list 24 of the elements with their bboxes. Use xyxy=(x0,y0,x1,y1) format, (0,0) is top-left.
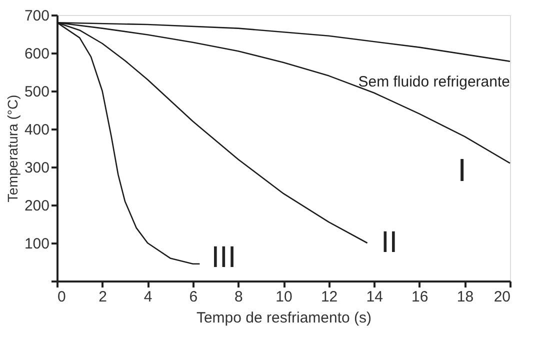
y-tick-label: 200 xyxy=(24,198,50,214)
x-tick-label: 6 xyxy=(189,288,198,306)
y-tick-label: 300 xyxy=(24,160,50,176)
y-tick-label: 500 xyxy=(24,84,50,100)
y-tick-label: 100 xyxy=(24,236,50,252)
x-tick-label: 10 xyxy=(276,288,292,306)
series-label: I xyxy=(458,152,466,188)
y-tick-label: 600 xyxy=(24,46,50,62)
y-axis-title: Temperatura (°C) xyxy=(4,94,20,202)
y-tick-label: 400 xyxy=(24,122,50,138)
series-label: III xyxy=(211,240,236,274)
series-label: Sem fluido refrigerante xyxy=(358,73,510,90)
x-axis-title: Tempo de resfriamento (s) xyxy=(196,310,372,326)
x-tick-label: 20 xyxy=(494,288,510,306)
x-tick-label: 18 xyxy=(456,288,474,306)
x-tick-label: 14 xyxy=(366,288,383,306)
x-tick-label: 16 xyxy=(412,288,428,306)
x-tick-label: 0 xyxy=(58,288,66,306)
x-tick-label: 12 xyxy=(320,288,338,306)
series-label: II xyxy=(380,226,398,259)
x-tick-label: 4 xyxy=(144,288,152,306)
x-tick-label: 8 xyxy=(234,288,243,306)
y-tick-label: 700 xyxy=(24,8,50,24)
x-tick-label: 2 xyxy=(98,288,107,306)
